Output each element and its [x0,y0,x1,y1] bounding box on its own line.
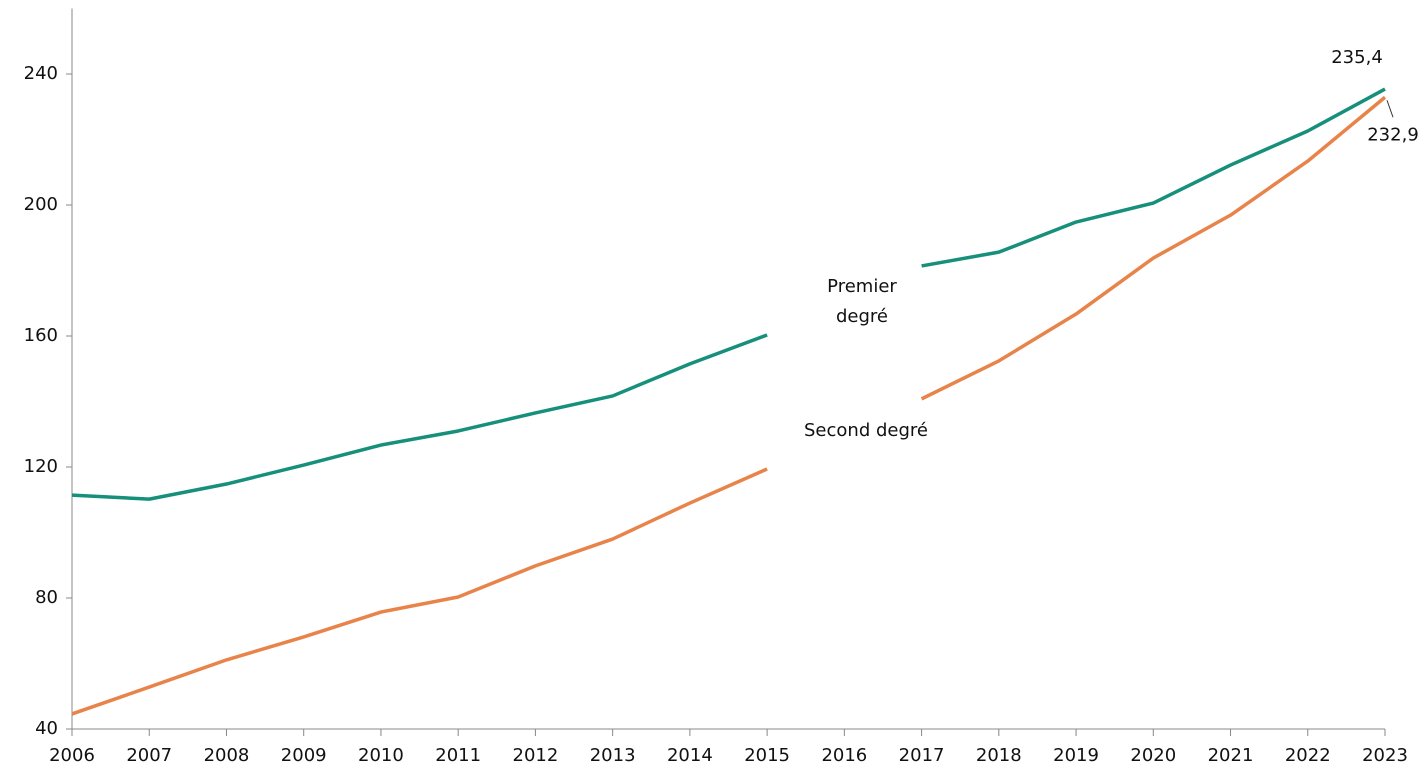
y-tick-label: 240 [24,63,58,84]
x-tick-label: 2022 [1285,745,1331,766]
x-tick-label: 2006 [49,745,95,766]
x-tick-label: 2017 [899,745,945,766]
x-tick-label: 2015 [744,745,790,766]
y-tick-label: 120 [24,456,58,477]
x-tick-label: 2020 [1130,745,1176,766]
x-tick-label: 2012 [513,745,559,766]
y-tick-label: 200 [24,194,58,215]
x-tick-label: 2011 [435,745,481,766]
value-label: 232,9 [1367,124,1419,145]
x-tick-label: 2008 [204,745,250,766]
y-tick-label: 80 [35,587,58,608]
x-tick-label: 2009 [281,745,327,766]
x-tick-label: 2014 [667,745,713,766]
x-tick-label: 2021 [1208,745,1254,766]
x-tick-label: 2016 [821,745,867,766]
x-tick-label: 2007 [126,745,172,766]
series-label: Second degré [804,420,928,441]
series-label: Premier degré [827,276,897,327]
value-label: 235,4 [1331,47,1383,68]
x-tick-label: 2018 [976,745,1022,766]
x-tick-label: 2010 [358,745,404,766]
x-tick-label: 2013 [590,745,636,766]
y-tick-label: 40 [35,718,58,739]
line [71,95,1387,716]
line [71,87,1386,501]
x-tick-label: 2019 [1053,745,1099,766]
y-tick-label: 160 [24,325,58,346]
leader-line [1386,100,1394,118]
x-tick-label: 2023 [1362,745,1408,766]
